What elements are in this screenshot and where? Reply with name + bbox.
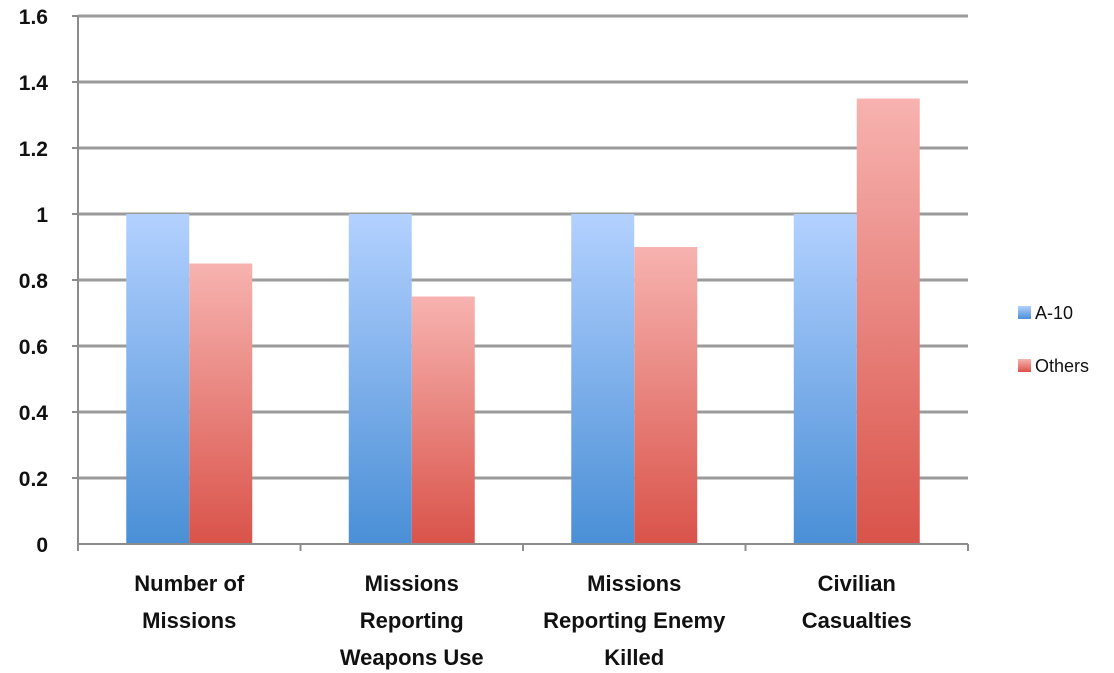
bar-a-10-2 bbox=[571, 214, 635, 544]
y-tick-label: 1 bbox=[36, 204, 48, 227]
x-category-label: Civilian bbox=[818, 571, 896, 596]
bar-others-3 bbox=[856, 98, 920, 544]
x-axis-category-labels: Number of Missions Missions Reporting Weapon… bbox=[134, 571, 912, 670]
legend: A-10 Others bbox=[1018, 303, 1089, 376]
x-category-label: Reporting Enemy bbox=[543, 608, 726, 633]
legend-swatch-others bbox=[1018, 359, 1031, 372]
bar-others-0 bbox=[189, 263, 253, 544]
x-category-label: Missions bbox=[587, 571, 681, 596]
bar-others-2 bbox=[634, 247, 698, 544]
y-tick-label: 1.2 bbox=[19, 138, 48, 161]
bar-a-10-1 bbox=[348, 214, 412, 544]
y-tick-label: 0 bbox=[36, 534, 48, 557]
x-category-label: Missions bbox=[365, 571, 459, 596]
x-category-label: Weapons Use bbox=[340, 645, 484, 670]
y-tick-label: 0.2 bbox=[19, 468, 48, 491]
legend-label: A-10 bbox=[1035, 303, 1073, 323]
legend-label: Others bbox=[1035, 356, 1089, 376]
legend-swatch-a-10 bbox=[1018, 306, 1031, 319]
bars bbox=[126, 98, 920, 544]
x-category-label: Casualties bbox=[802, 608, 912, 633]
y-axis-tick-labels: 0 0.2 0.4 0.6 0.8 1 1.2 1.4 1.6 bbox=[19, 6, 49, 557]
bar-a-10-0 bbox=[126, 214, 190, 544]
x-category-label: Reporting bbox=[360, 608, 464, 633]
bar-a-10-3 bbox=[793, 214, 857, 544]
y-tick-label: 1.6 bbox=[19, 6, 48, 29]
y-tick-label: 0.6 bbox=[19, 336, 48, 359]
x-category-label: Missions bbox=[142, 608, 236, 633]
y-tick-label: 0.8 bbox=[19, 270, 49, 293]
bar-others-1 bbox=[411, 296, 475, 544]
x-category-label: Number of bbox=[134, 571, 245, 596]
x-category-label: Killed bbox=[604, 645, 664, 670]
y-tick-label: 0.4 bbox=[19, 402, 49, 425]
axes bbox=[72, 15, 969, 551]
y-tick-label: 1.4 bbox=[19, 72, 49, 95]
